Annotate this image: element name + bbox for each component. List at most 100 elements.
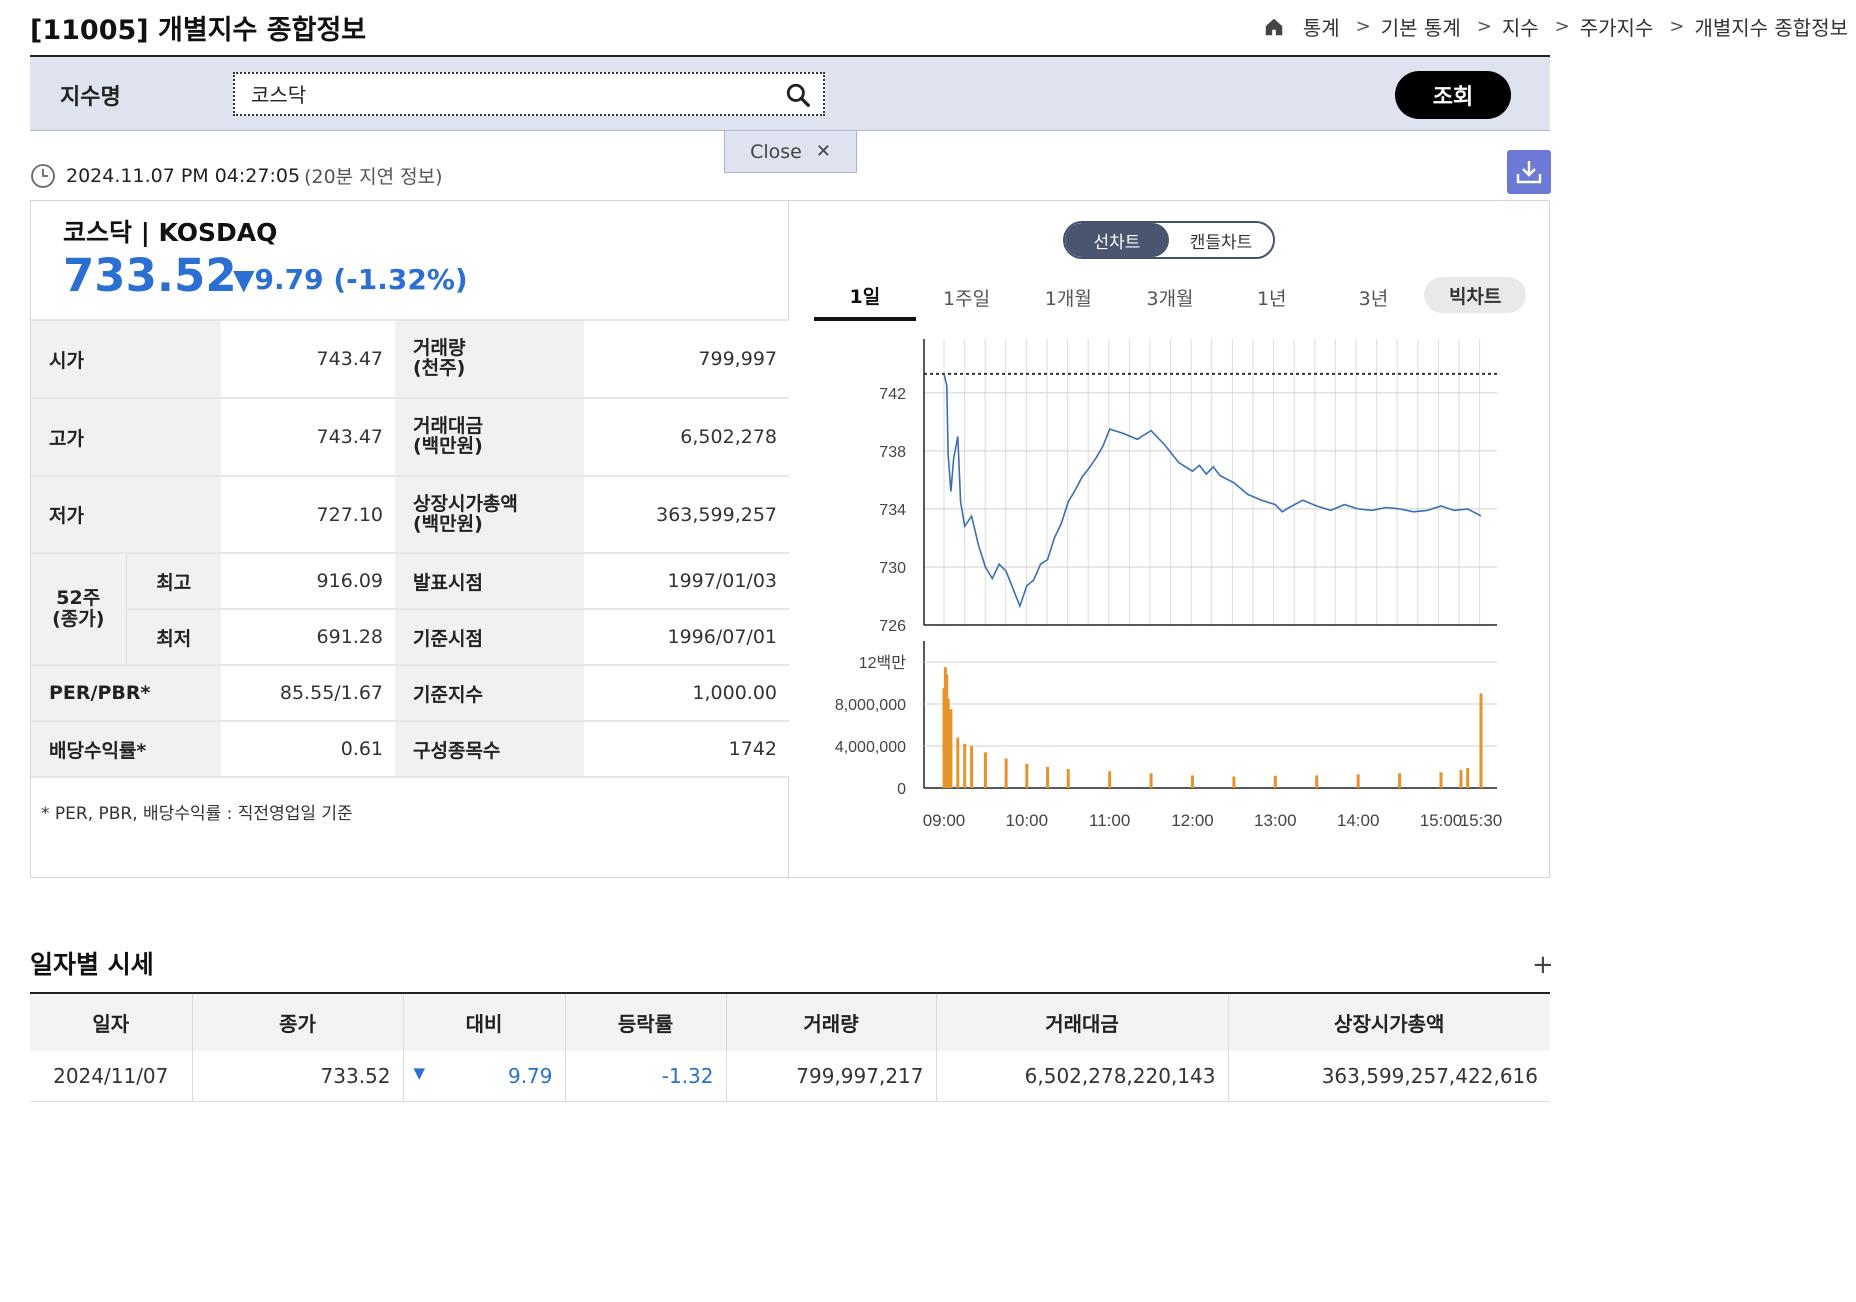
cell-volume: 799,997,217	[726, 1051, 937, 1102]
chevron-right-icon: >	[1554, 16, 1570, 37]
stat-label: 거래량 (천주)	[395, 319, 584, 398]
column-header: 종가	[192, 992, 404, 1051]
column-header: 상장시가총액	[1228, 992, 1550, 1051]
x-tick-label: 15:30	[1460, 811, 1503, 830]
stat-value: 1742	[584, 720, 789, 778]
table-row: 2024/11/07 733.52 ▼ 9.79 -1.32 799,997,21…	[30, 1051, 1550, 1102]
period-tab-1d[interactable]: 1일	[814, 273, 916, 321]
big-chart-button[interactable]: 빅차트	[1424, 277, 1527, 313]
search-icon[interactable]	[785, 82, 811, 108]
cell-date: 2024/11/07	[30, 1051, 193, 1102]
close-button[interactable]: Close ✕	[724, 131, 857, 173]
stat-value: 6,502,278	[584, 397, 789, 476]
stats-row: 52주 (종가) 최고 916.09 발표시점 1997/01/03	[31, 552, 789, 665]
chart-panel: 선차트 캔들차트 1일 1주일 1개월 3개월 1년 3년 빅차트 742 738…	[789, 201, 1549, 877]
volume-bar	[1439, 772, 1443, 788]
y-tick-label: 738	[879, 444, 906, 461]
x-tick-label: 11:00	[1089, 811, 1130, 830]
stat-label: 52주 (종가)	[31, 552, 127, 665]
stat-value: 1996/07/01	[584, 608, 789, 665]
stat-value: 799,997	[584, 319, 789, 398]
download-button[interactable]	[1507, 150, 1551, 194]
x-tick-label: 13:00	[1254, 811, 1297, 830]
index-price: 733.52	[63, 249, 237, 302]
stats-row: 시가 743.47 거래량 (천주) 799,997	[31, 319, 789, 398]
stats-row: 최저 691.28 기준시점 1996/07/01	[31, 608, 789, 665]
breadcrumb-item[interactable]: 지수	[1501, 16, 1539, 40]
volume-bar	[970, 746, 974, 788]
stat-value: 691.28	[221, 608, 395, 665]
home-icon[interactable]	[1263, 16, 1285, 38]
stat-label: 최저	[126, 608, 221, 665]
column-header: 대비	[403, 992, 566, 1051]
period-tab-3m[interactable]: 3개월	[1146, 287, 1194, 310]
period-tab-3y[interactable]: 3년	[1358, 287, 1389, 310]
column-header: 거래량	[726, 992, 937, 1051]
y-tick-label: 734	[879, 502, 906, 519]
stat-label: 상장시가총액 (백만원)	[395, 475, 584, 553]
search-input[interactable]	[235, 74, 775, 112]
timestamp: 2024.11.07 PM 04:27:05 (20분 지연 정보)	[30, 162, 443, 189]
period-tab-1m[interactable]: 1개월	[1044, 287, 1092, 310]
index-info-panel: 코스닥 | KOSDAQ 733.52 ▼9.79 (-1.32%) 시가 74…	[30, 200, 1550, 878]
stat-label: 시가	[31, 319, 221, 398]
cell-close: 733.52	[192, 1051, 404, 1102]
down-triangle-icon: ▼	[413, 1063, 426, 1082]
close-icon: ✕	[815, 141, 831, 162]
volume-bar	[983, 752, 987, 788]
breadcrumb: 통계 > 기본 통계 > 지수 > 주가지수 > 개별지수 종합정보	[1263, 12, 1848, 41]
index-summary: 코스닥 | KOSDAQ 733.52 ▼9.79 (-1.32%) 시가 74…	[31, 201, 789, 877]
column-header: 등락률	[565, 992, 727, 1051]
stat-value: 1,000.00	[584, 664, 789, 721]
stats-row: 배당수익률* 0.61 구성종목수 1742	[31, 720, 789, 778]
expand-plus-icon[interactable]: +	[1532, 950, 1554, 980]
volume-y-tick-label: 0	[897, 781, 906, 798]
chevron-right-icon: >	[1476, 16, 1492, 37]
volume-bar	[949, 709, 953, 788]
volume-bar	[946, 698, 950, 788]
footnote: * PER, PBR, 배당수익률 : 직전영업일 기준	[41, 804, 353, 824]
query-button[interactable]: 조회	[1395, 71, 1511, 119]
x-tick-label: 15:00	[1420, 811, 1463, 830]
volume-bar	[1046, 767, 1050, 788]
close-label: Close	[750, 140, 802, 163]
period-tab-1w[interactable]: 1주일	[943, 287, 991, 310]
breadcrumb-item[interactable]: 주가지수	[1579, 16, 1654, 40]
x-tick-label: 14:00	[1337, 811, 1380, 830]
line-chart-tab[interactable]: 선차트	[1065, 223, 1169, 257]
volume-bar	[1356, 774, 1360, 788]
stat-value: 727.10	[221, 475, 395, 553]
daily-table: 일자 종가 대비 등락률 거래량 거래대금 상장시가총액 2024/11/07 …	[30, 992, 1550, 1102]
title-divider	[30, 55, 1550, 57]
volume-bar	[1466, 768, 1470, 788]
x-tick-label: 09:00	[923, 811, 966, 830]
stat-value: 743.47	[221, 319, 395, 398]
page-title: [11005] 개별지수 종합정보	[30, 15, 367, 46]
column-header: 거래대금	[936, 992, 1229, 1051]
stat-label: 구성종목수	[395, 720, 584, 778]
daily-section-title: 일자별 시세	[30, 950, 154, 979]
candle-chart-tab[interactable]: 캔들차트	[1189, 232, 1253, 253]
x-tick-label: 10:00	[1006, 811, 1049, 830]
price-series-line	[943, 373, 1482, 609]
breadcrumb-item-current: 개별지수 종합정보	[1694, 16, 1848, 40]
volume-y-tick-label: 8,000,000	[835, 697, 906, 714]
stats-row: PER/PBR* 85.55/1.67 기준지수 1,000.00	[31, 664, 789, 721]
period-tabs: 1일 1주일 1개월 3개월 1년 3년 빅차트	[814, 273, 1527, 321]
chart-type-toggle: 선차트 캔들차트	[1063, 221, 1275, 259]
stat-value: 1997/01/03	[584, 552, 789, 609]
y-tick-label: 742	[879, 386, 906, 403]
column-header: 일자	[30, 992, 193, 1051]
period-tab-1y[interactable]: 1년	[1256, 287, 1287, 310]
volume-bar	[1066, 769, 1070, 788]
search-label: 지수명	[60, 85, 121, 110]
breadcrumb-item[interactable]: 기본 통계	[1380, 16, 1461, 40]
volume-bar	[1108, 771, 1112, 788]
volume-bar	[963, 743, 967, 788]
timestamp-time: 2024.11.07 PM 04:27:05	[66, 164, 301, 187]
stats-table: 시가 743.47 거래량 (천주) 799,997 고가 743.47 거래대…	[31, 319, 789, 778]
stat-value: 0.61	[221, 720, 395, 778]
search-box	[233, 72, 825, 116]
breadcrumb-item[interactable]: 통계	[1302, 16, 1340, 40]
table-header-row: 일자 종가 대비 등락률 거래량 거래대금 상장시가총액	[30, 992, 1550, 1051]
